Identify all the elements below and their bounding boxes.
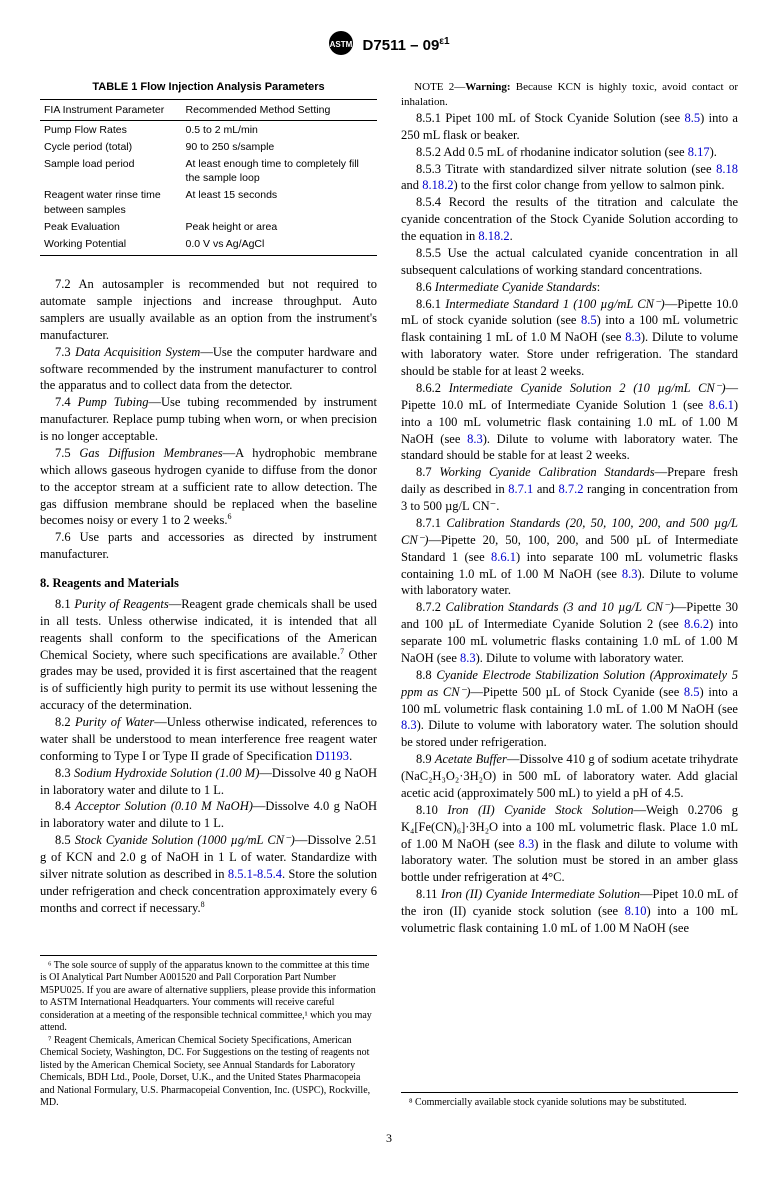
- link-8-18-2b[interactable]: 8.18.2: [478, 229, 509, 243]
- link-8-5[interactable]: 8.5: [685, 111, 701, 125]
- section-8-head: 8. Reagents and Materials: [40, 575, 377, 592]
- para-8-7: 8.7 Working Cyanide Calibration Standard…: [401, 464, 738, 515]
- para-8-11: 8.11 Iron (II) Cyanide Intermediate Solu…: [401, 886, 738, 937]
- para-8-4: 8.4 Acceptor Solution (0.10 M NaOH)—Diss…: [40, 798, 377, 832]
- link-d1193[interactable]: D1193: [315, 749, 349, 763]
- para-8-6: 8.6 Intermediate Cyanide Standards:: [401, 279, 738, 296]
- link-8-6-2[interactable]: 8.6.2: [684, 617, 709, 631]
- para-8-5-1: 8.5.1 Pipet 100 mL of Stock Cyanide Solu…: [401, 110, 738, 144]
- astm-logo: ASTM: [328, 30, 354, 62]
- link-8-5b[interactable]: 8.5: [581, 313, 597, 327]
- para-8-2: 8.2 Purity of Water—Unless otherwise ind…: [40, 714, 377, 765]
- table-head-param: FIA Instrument Parameter: [40, 100, 182, 121]
- para-7-2: 7.2 An autosampler is recommended but no…: [40, 276, 377, 344]
- para-8-7-2: 8.7.2 Calibration Standards (3 and 10 µg…: [401, 599, 738, 667]
- table-head-setting: Recommended Method Setting: [182, 100, 377, 121]
- para-8-5: 8.5 Stock Cyanide Solution (1000 µg/mL C…: [40, 832, 377, 916]
- table-row: Reagent water rinse time between samples…: [40, 187, 377, 218]
- svg-text:ASTM: ASTM: [330, 40, 353, 49]
- page-number: 3: [40, 1130, 738, 1146]
- link-8-5-1[interactable]: 8.5.1-8.5.4: [228, 867, 282, 881]
- para-8-7-1: 8.7.1 Calibration Standards (20, 50, 100…: [401, 515, 738, 599]
- para-8-6-1: 8.6.1 Intermediate Standard 1 (100 µg/mL…: [401, 296, 738, 380]
- link-8-3d[interactable]: 8.3: [460, 651, 476, 665]
- para-8-10: 8.10 Iron (II) Cyanide Stock Solution—We…: [401, 802, 738, 886]
- para-8-1: 8.1 Purity of Reagents—Reagent grade che…: [40, 596, 377, 714]
- para-7-4: 7.4 Pump Tubing—Use tubing recommended b…: [40, 394, 377, 445]
- para-8-9: 8.9 Acetate Buffer—Dissolve 410 g of sod…: [401, 751, 738, 802]
- link-8-3e[interactable]: 8.3: [401, 718, 417, 732]
- para-8-5-3: 8.5.3 Titrate with standardized silver n…: [401, 161, 738, 195]
- link-8-7-2[interactable]: 8.7.2: [558, 482, 583, 496]
- link-8-10[interactable]: 8.10: [625, 904, 647, 918]
- para-8-8: 8.8 Cyanide Electrode Stabilization Solu…: [401, 667, 738, 751]
- footnote-ref-8: 8: [201, 899, 205, 908]
- table-row: Cycle period (total)90 to 250 s/sample: [40, 138, 377, 155]
- footnote-6: ⁶ The sole source of supply of the appar…: [40, 960, 377, 1035]
- para-8-3: 8.3 Sodium Hydroxide Solution (1.00 M)—D…: [40, 765, 377, 799]
- note-2: NOTE 2—Warning: Because KCN is highly to…: [401, 80, 738, 110]
- link-8-6-1[interactable]: 8.6.1: [709, 398, 734, 412]
- document-number: D7511 – 09ε1: [363, 36, 450, 56]
- body-columns: TABLE 1 Flow Injection Analysis Paramete…: [40, 80, 738, 937]
- table-row: Pump Flow Rates0.5 to 2 mL/min: [40, 121, 377, 139]
- table-1: TABLE 1 Flow Injection Analysis Paramete…: [40, 80, 377, 256]
- table-1-title: TABLE 1 Flow Injection Analysis Paramete…: [40, 80, 377, 95]
- para-7-5: 7.5 Gas Diffusion Membranes—A hydrophobi…: [40, 445, 377, 529]
- para-8-5-2: 8.5.2 Add 0.5 mL of rhodanine indicator …: [401, 144, 738, 161]
- footnote-7: ⁷ Reagent Chemicals, American Chemical S…: [40, 1035, 377, 1110]
- footnote-8: ⁸ Commercially available stock cyanide s…: [401, 1097, 738, 1110]
- table-1-grid: FIA Instrument Parameter Recommended Met…: [40, 99, 377, 256]
- link-8-3f[interactable]: 8.3: [519, 837, 535, 851]
- link-8-7-1[interactable]: 8.7.1: [508, 482, 533, 496]
- footnote-ref-6: 6: [227, 512, 231, 521]
- para-8-6-2: 8.6.2 Intermediate Cyanide Solution 2 (1…: [401, 380, 738, 464]
- para-8-5-4: 8.5.4 Record the results of the titratio…: [401, 194, 738, 245]
- document-header: ASTM D7511 – 09ε1: [40, 30, 738, 62]
- para-8-5-5: 8.5.5 Use the actual calculated cyanide …: [401, 245, 738, 279]
- link-8-18[interactable]: 8.18: [716, 162, 738, 176]
- link-8-3[interactable]: 8.3: [625, 330, 641, 344]
- link-8-18-2[interactable]: 8.18.2: [422, 178, 453, 192]
- link-8-3c[interactable]: 8.3: [622, 567, 638, 581]
- para-7-3: 7.3 Data Acquisition System—Use the comp…: [40, 344, 377, 395]
- table-row: Working Potential0.0 V vs Ag/AgCl: [40, 235, 377, 255]
- table-row: Sample load periodAt least enough time t…: [40, 156, 377, 187]
- link-8-17[interactable]: 8.17: [688, 145, 710, 159]
- para-7-6: 7.6 Use parts and accessories as directe…: [40, 529, 377, 563]
- footnotes-right: ⁸ Commercially available stock cyanide s…: [401, 1092, 738, 1110]
- table-row: Peak EvaluationPeak height or area: [40, 218, 377, 235]
- footnotes-left: ⁶ The sole source of supply of the appar…: [40, 955, 377, 1110]
- link-8-5c[interactable]: 8.5: [684, 685, 700, 699]
- link-8-6-1b[interactable]: 8.6.1: [491, 550, 516, 564]
- link-8-3b[interactable]: 8.3: [467, 432, 483, 446]
